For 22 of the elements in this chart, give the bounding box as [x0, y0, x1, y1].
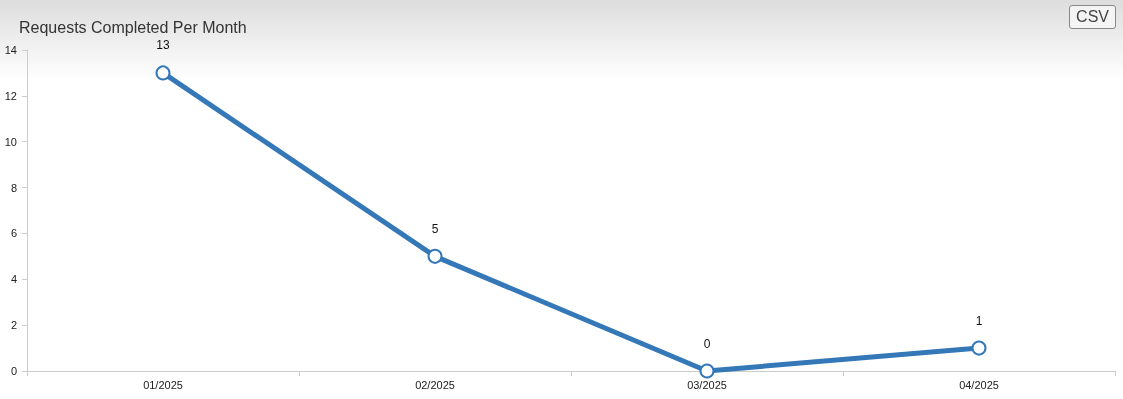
- y-tick-label: 0: [10, 365, 17, 377]
- point: [427, 248, 443, 264]
- y-tick-label: 12: [4, 89, 17, 102]
- x-tick-label: 04/2025: [959, 378, 999, 391]
- x-tick-label: 03/2025: [687, 378, 727, 391]
- point: [971, 340, 987, 356]
- point: [155, 65, 171, 81]
- y-tick-label: 10: [4, 135, 17, 148]
- y-tick-label: 4: [10, 273, 17, 286]
- x-tick-label: 01/2025: [143, 378, 183, 391]
- y-tick-label: 14: [4, 44, 17, 56]
- data-label: 1: [975, 313, 983, 328]
- data-label: 13: [156, 38, 170, 53]
- point: [699, 363, 715, 379]
- y-tick-label: 8: [10, 181, 17, 194]
- data-label: 0: [703, 336, 711, 351]
- chart-title: Requests Completed Per Month: [19, 18, 247, 36]
- csv-button: CSV: [1069, 5, 1116, 29]
- y-tick-label: 6: [10, 227, 17, 240]
- data-label: 5: [431, 221, 439, 236]
- y-tick-label: 2: [10, 319, 17, 332]
- x-tick-label: 02/2025: [415, 378, 455, 391]
